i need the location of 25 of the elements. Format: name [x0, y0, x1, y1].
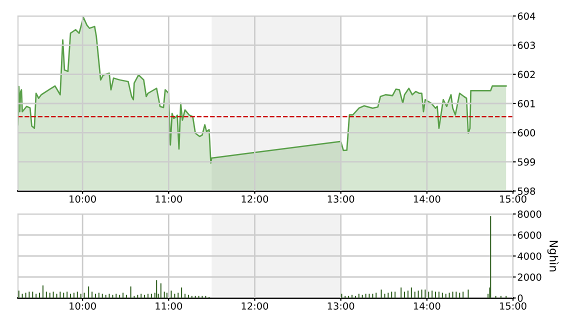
y-tick-label: 4000: [518, 252, 542, 260]
y-tick-label: 599: [518, 158, 536, 166]
y-tick-label: 601: [518, 100, 535, 108]
x-tick-label: 13:00: [328, 195, 354, 203]
y-tick-label: 603: [518, 42, 535, 49]
y-tick-label: 6000: [518, 231, 542, 239]
y-tick-label: 0: [518, 294, 523, 302]
y-tick-label: 602: [518, 70, 535, 78]
y-tick-label: 2000: [518, 273, 542, 281]
x-tick-label: 15:00: [500, 195, 526, 203]
x-tick-label: 11:00: [156, 195, 182, 203]
x-tick-label: 12:00: [242, 195, 268, 203]
y-tick-label: 598: [518, 187, 536, 195]
y-tick-label: 8000: [518, 210, 542, 218]
x-tick-label: 14:00: [414, 302, 440, 310]
y-tick-label: 600: [518, 129, 536, 136]
x-tick-label: 14:00: [414, 195, 440, 203]
x-tick-label: 13:00: [328, 302, 354, 310]
x-tick-label: 10:00: [70, 302, 96, 310]
x-tick-label: 12:00: [242, 302, 268, 310]
y-axis-title: Nghìn: [547, 240, 559, 272]
y-tick-label: 604: [518, 12, 536, 20]
x-tick-label: 15:00: [500, 302, 526, 310]
x-tick-label: 10:00: [70, 195, 96, 203]
x-tick-label: 11:00: [156, 302, 182, 310]
